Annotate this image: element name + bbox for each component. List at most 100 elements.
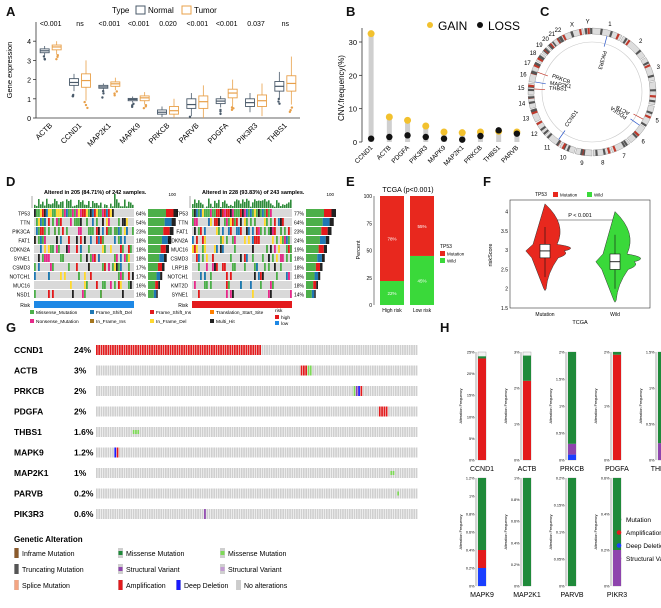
mutation-cell <box>198 290 200 298</box>
oncoprint-cell <box>328 509 330 519</box>
mutation-cell <box>272 281 274 289</box>
oncoprint-cell <box>319 427 321 437</box>
mutation-cell <box>108 263 110 271</box>
oncoprint-cell <box>245 468 248 478</box>
oncoprint-cell <box>247 488 250 499</box>
mutation-cell <box>106 218 108 226</box>
mutation-cell <box>44 236 46 244</box>
mutation-cell <box>60 254 62 262</box>
y-axis-label: Alteration Frequency <box>639 388 643 423</box>
tmb-bar <box>50 204 52 208</box>
oncoprint-cell <box>408 406 411 417</box>
oncoprint-cell <box>158 386 160 396</box>
oncoprint-cell <box>273 447 275 458</box>
percent-label: 18% <box>136 257 147 263</box>
alteration-cell <box>222 345 225 355</box>
oncoprint-cell <box>270 468 273 478</box>
alteration-cell <box>169 345 172 355</box>
oncoprint-cell <box>312 386 314 396</box>
risk-bar <box>192 301 292 308</box>
mutation-cell <box>222 209 224 217</box>
legend-label: Nonsense_Mutation <box>36 319 79 325</box>
oncoprint-cell <box>137 386 140 396</box>
oncoprint-cell <box>194 406 197 417</box>
cytoband <box>533 64 540 69</box>
tmb-bar <box>216 203 218 208</box>
oncoprint-cell <box>135 509 137 519</box>
oncoprint-cell <box>158 468 160 478</box>
oncoprint-cell <box>125 365 128 376</box>
mutation-cell <box>204 209 206 217</box>
oncoprint-cell <box>397 447 399 458</box>
y-axis-label: Alteration Frequency <box>549 514 553 549</box>
oncoprint-cell <box>135 365 137 376</box>
oncoprint-cell <box>245 365 248 376</box>
cytoband <box>578 28 583 36</box>
mutation-cell <box>68 209 70 217</box>
alteration-cell <box>155 345 158 355</box>
alteration-cell <box>378 406 381 417</box>
oncoprint-cell <box>337 386 340 396</box>
oncoprint-cell <box>351 386 353 396</box>
oncoprint-cell <box>183 468 186 478</box>
oncoprint-cell <box>236 447 238 458</box>
tmb-bar <box>194 199 196 208</box>
oncoprint-cell <box>321 386 324 396</box>
gene-marker <box>537 71 548 77</box>
legend-title: TP53 <box>440 244 452 250</box>
oncoplot-row-bg <box>34 263 134 271</box>
tmb-bar <box>68 200 70 208</box>
oncoprint-cell <box>303 427 305 437</box>
mutation-cell <box>110 245 112 253</box>
oncoprint-cell <box>321 345 324 355</box>
y-tick-label: 2.5 <box>501 267 508 273</box>
oncoprint-cell <box>314 427 317 437</box>
tmb-bar <box>270 203 272 208</box>
oncoprint-cell <box>266 386 268 396</box>
oncoprint-cell <box>130 468 133 478</box>
mutation-cell <box>284 236 286 244</box>
oncoprint-cell <box>192 386 195 396</box>
cytoband <box>595 149 598 156</box>
oncoprint-cell <box>383 386 386 396</box>
oncoprint-cell <box>406 386 409 396</box>
mutation-cell <box>266 209 268 217</box>
oncoprint-cell <box>176 386 179 396</box>
oncoprint-cell <box>358 345 360 355</box>
oncoprint-cell <box>330 509 333 519</box>
oncoprint-cell <box>293 427 296 437</box>
oncoprint-cell <box>247 386 250 396</box>
oncoprint-cell <box>201 406 204 417</box>
oncoprint-cell <box>372 468 374 478</box>
y-axis-label: Alteration Frequency <box>594 514 598 549</box>
tmb-bar <box>202 204 204 208</box>
legend-swatch <box>220 567 225 571</box>
side-bar-missense <box>306 218 323 226</box>
oncoprint-cell <box>257 509 259 519</box>
oncoprint-cell <box>130 406 133 417</box>
oncoprint-cell <box>270 447 273 458</box>
mutation-cell <box>66 245 68 253</box>
oncoprint-cell <box>105 447 107 458</box>
oncoprint-cell <box>201 488 204 499</box>
tmb-bar <box>268 200 270 208</box>
oncoprint-cell <box>208 447 211 458</box>
mutation-cell <box>120 245 122 253</box>
oncoprint-cell <box>399 427 402 437</box>
oncoprint-cell <box>298 488 301 499</box>
mutation-cell <box>72 290 74 298</box>
oncoprint-cell <box>268 386 271 396</box>
mutation-cell <box>84 236 86 244</box>
oncoprint-cell <box>222 427 225 437</box>
oncoprint-cell <box>206 468 209 478</box>
oncoprint-cell <box>105 468 107 478</box>
oncoprint-cell <box>349 386 351 396</box>
mutation-cell <box>198 227 200 235</box>
tmb-bar <box>98 205 100 208</box>
oncoprint-cell <box>268 365 271 376</box>
tmb-bar <box>112 206 114 208</box>
oncoprint-cell <box>119 406 121 417</box>
oncoprint-cell <box>178 427 181 437</box>
loss-point <box>367 135 375 142</box>
oncoprint-cell <box>116 406 119 417</box>
